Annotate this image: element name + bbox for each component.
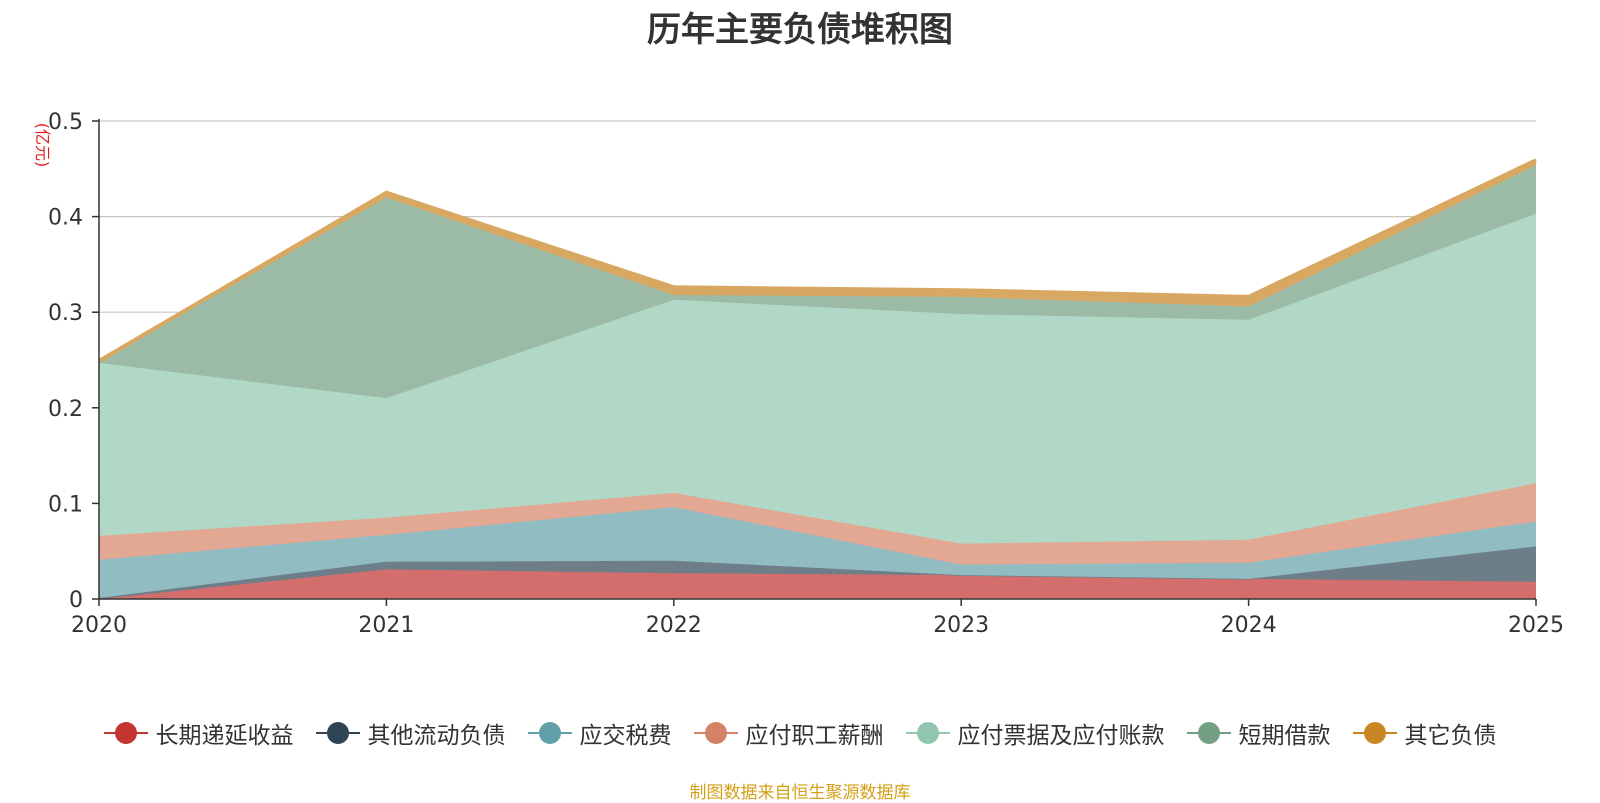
x-tick-label: 2022 xyxy=(646,613,702,638)
legend-swatch xyxy=(905,721,950,745)
legend-item[interactable]: 其它负债 xyxy=(1352,716,1497,750)
legend-swatch xyxy=(103,721,148,745)
area-series-短期借款[interactable] xyxy=(99,165,1536,399)
x-tick-label: 2023 xyxy=(933,613,989,638)
legend-label: 应交税费 xyxy=(579,723,672,749)
x-tick-label: 2020 xyxy=(71,613,127,638)
legend-swatch xyxy=(693,721,738,745)
x-tick-label: 2025 xyxy=(1508,613,1564,638)
axes: 0 0.1 0.2 0.3 0.4 0.5 2020 2021 2022 2023 2024 2025 xyxy=(48,110,1564,638)
legend: 长期递延收益 其他流动负债 应交税费 应付职工薪酬 应付票据及应付账款 短期借款 其它负债 xyxy=(0,716,1600,750)
y-tick-label: 0 xyxy=(69,588,83,613)
legend-item[interactable]: 短期借款 xyxy=(1186,716,1331,750)
legend-label: 其它负债 xyxy=(1404,723,1497,749)
legend-label: 其他流动负债 xyxy=(367,723,506,749)
legend-swatch xyxy=(315,721,360,745)
x-tick-label: 2024 xyxy=(1221,613,1277,638)
top-series-edge xyxy=(97,158,1537,363)
legend-label: 应付票据及应付账款 xyxy=(957,723,1165,749)
area-series-长期递延收益[interactable] xyxy=(99,569,1536,599)
legend-label: 应付职工薪酬 xyxy=(745,723,884,749)
y-tick-label: 0.4 xyxy=(48,206,83,231)
legend-label: 短期借款 xyxy=(1238,723,1331,749)
y-axis-unit-label: (亿元) xyxy=(33,123,52,168)
x-tick-label: 2021 xyxy=(358,613,414,638)
chart-title: 历年主要负债堆积图 xyxy=(647,10,953,50)
area-series-group xyxy=(97,158,1537,600)
legend-swatch xyxy=(1186,721,1231,745)
y-tick-label: 0.5 xyxy=(48,110,83,135)
legend-label: 长期递延收益 xyxy=(155,723,294,749)
y-tick-label: 0.1 xyxy=(48,492,83,517)
area-series-应交税费[interactable] xyxy=(99,507,1536,598)
legend-item[interactable]: 应付票据及应付账款 xyxy=(905,716,1165,750)
area-series-应付职工薪酬[interactable] xyxy=(99,483,1536,565)
area-edge-应付票据及应付账款 xyxy=(98,212,1537,399)
area-series-应付票据及应付账款[interactable] xyxy=(99,213,1536,544)
y-tick-label: 0.3 xyxy=(48,301,83,326)
source-note: 制图数据来自恒生聚源数据库 xyxy=(689,783,911,803)
legend-item[interactable]: 应交税费 xyxy=(527,716,672,750)
legend-item[interactable]: 其他流动负债 xyxy=(315,716,506,750)
legend-item[interactable]: 长期递延收益 xyxy=(103,716,294,750)
y-tick-label: 0.2 xyxy=(48,397,83,422)
area-series-其他流动负债[interactable] xyxy=(99,546,1536,599)
legend-item[interactable]: 应付职工薪酬 xyxy=(693,716,884,750)
legend-swatch xyxy=(1352,721,1397,745)
legend-swatch xyxy=(527,721,572,745)
